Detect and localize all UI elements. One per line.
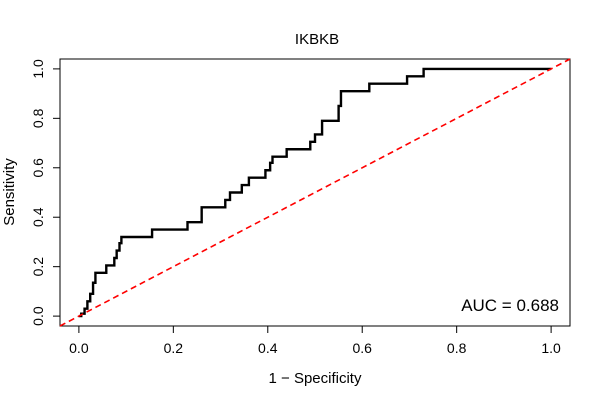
x-tick-label: 0.8 [447,340,467,356]
y-tick-label: 0.0 [30,306,46,326]
x-tick-label: 1.0 [541,340,561,356]
y-tick-label: 0.8 [30,108,46,128]
roc-curve-line [78,67,552,318]
y-tick-label: 1.0 [30,59,46,79]
x-tick-label: 0.4 [258,340,278,356]
x-tick-label: 0.0 [69,340,89,356]
auc-annotation: AUC = 0.688 [461,296,559,315]
x-axis-label: 1 − Specificity [269,370,362,387]
series-layer [59,58,571,327]
reference-diagonal-line [59,58,571,327]
y-tick-label: 0.2 [30,257,46,277]
y-axis: 0.0 0.2 0.4 0.6 0.8 1.0 [30,59,60,326]
x-tick-label: 0.2 [164,340,184,356]
y-axis-label: Sensitivity [1,158,18,226]
plot-frame [59,58,571,327]
y-tick-label: 0.6 [30,158,46,178]
chart-title: IKBKB [295,31,339,48]
x-axis: 0.0 0.2 0.4 0.6 0.8 1.0 [69,326,561,356]
x-tick-label: 0.6 [352,340,372,356]
y-tick-label: 0.4 [30,207,46,227]
